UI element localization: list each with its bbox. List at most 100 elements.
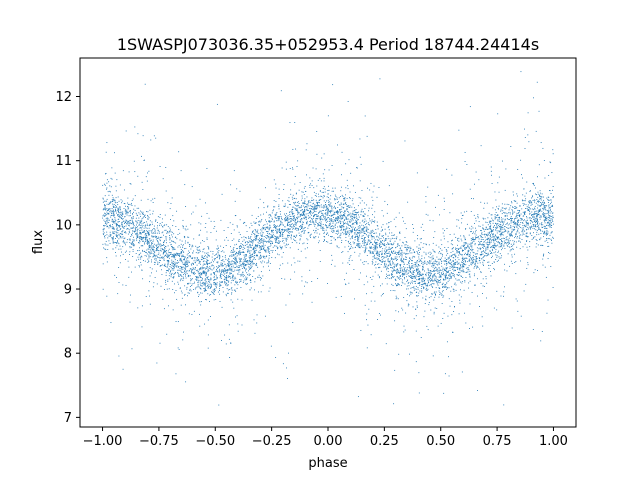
data-point [114,217,116,219]
data-point [521,174,522,176]
data-point [257,276,258,278]
data-point [277,242,279,244]
data-point [444,285,446,287]
data-point [463,261,464,263]
data-point [403,269,405,271]
data-point [337,237,339,239]
data-point [210,232,212,234]
data-point [524,200,526,202]
data-point [358,255,360,257]
data-point [511,202,513,204]
data-point [263,227,265,229]
data-point [432,258,434,260]
data-point [273,224,275,226]
data-point [278,208,280,210]
data-point [506,218,508,219]
data-point [501,213,503,215]
data-point [310,224,312,225]
data-point [130,235,132,237]
data-point [443,273,444,274]
data-point [461,245,463,247]
data-point [380,230,382,232]
data-point [154,252,156,253]
data-point [188,245,190,247]
data-point [442,255,443,257]
data-point [309,210,311,212]
data-point [112,200,114,202]
data-point [200,288,202,290]
data-point [146,225,148,227]
data-point [547,232,549,234]
data-point [483,265,484,267]
data-point [510,260,512,262]
data-point [331,236,333,238]
data-point [302,229,304,231]
data-point [144,83,146,85]
data-point [360,272,361,274]
data-point [160,265,161,267]
data-point [198,271,199,273]
data-point [268,217,270,219]
data-point [471,259,473,261]
data-point [486,253,488,254]
data-point [547,212,549,214]
data-point [277,231,279,233]
data-point [344,210,346,212]
data-point [509,223,511,225]
data-point [504,286,505,288]
data-point [547,219,549,221]
data-point [184,268,186,269]
data-point [203,283,205,285]
data-point [378,187,380,188]
data-point [499,257,501,259]
data-point [501,160,503,162]
data-point [138,223,140,225]
data-point [406,269,408,270]
data-point [132,228,134,229]
data-point [252,276,254,277]
data-point [450,261,452,263]
data-point [547,225,549,227]
data-point [202,261,204,263]
data-point [356,167,358,169]
data-point [489,227,491,229]
data-point [183,259,184,261]
data-point [347,205,349,207]
data-point [139,253,140,255]
data-point [502,222,504,224]
data-point [534,211,536,213]
data-point [162,249,163,251]
data-point [144,239,146,240]
data-point [442,287,443,288]
data-point [330,222,332,224]
data-point [407,305,409,307]
data-point [141,223,143,225]
data-point [185,206,187,207]
data-point [149,295,151,297]
data-point [236,269,238,271]
data-point [487,246,488,248]
data-point [143,216,145,218]
data-point [239,265,241,267]
data-point [142,212,144,214]
data-point [293,218,295,220]
data-point [254,332,256,334]
data-point [470,256,472,258]
data-point [289,212,291,213]
data-point [289,235,291,237]
data-point [245,259,246,261]
data-point [294,221,296,223]
data-point [180,259,181,261]
data-point [159,216,161,218]
data-point [397,272,399,273]
data-point [552,189,554,191]
data-point [541,202,543,204]
data-point [534,199,536,201]
data-point [204,278,206,280]
data-point [535,222,536,224]
data-point [372,199,374,201]
data-point [349,221,351,223]
data-point [447,257,449,259]
data-point [441,291,443,293]
data-point [229,255,231,257]
